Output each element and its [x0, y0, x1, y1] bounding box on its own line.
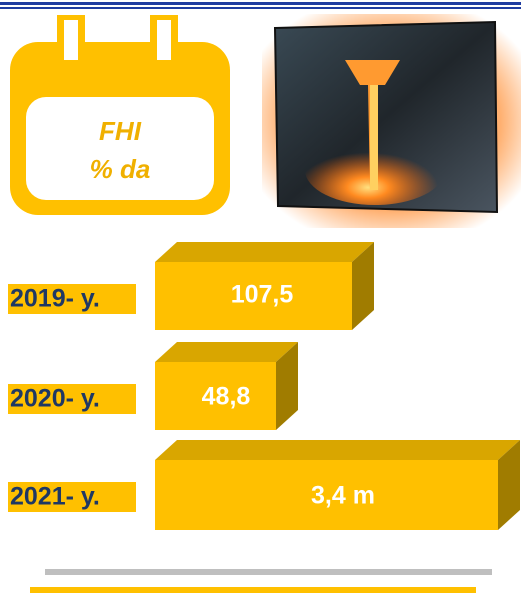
bar-3d: [155, 242, 374, 330]
year-label: 2021- y.: [10, 483, 100, 511]
bar-3d: [155, 440, 520, 530]
top-rule: [0, 7, 521, 9]
calendar-badge: FHI % da: [10, 15, 230, 215]
bar-3d: [155, 342, 298, 430]
bottom-rule: [45, 569, 492, 575]
year-highlight: [8, 384, 136, 414]
badge-line: % da: [90, 154, 151, 184]
year-highlight: [8, 284, 136, 314]
year-label: 2019- y.: [10, 285, 100, 313]
value-label: 48,8: [202, 383, 251, 411]
top-rule: [0, 2, 521, 5]
value-label: 107,5: [231, 281, 294, 309]
badge-line: FHI: [99, 116, 142, 146]
bottom-rule: [30, 587, 476, 593]
photo: [262, 14, 521, 228]
year-highlight: [8, 482, 136, 512]
value-label: 3,4 m: [311, 482, 375, 510]
year-label: 2020- y.: [10, 385, 100, 413]
